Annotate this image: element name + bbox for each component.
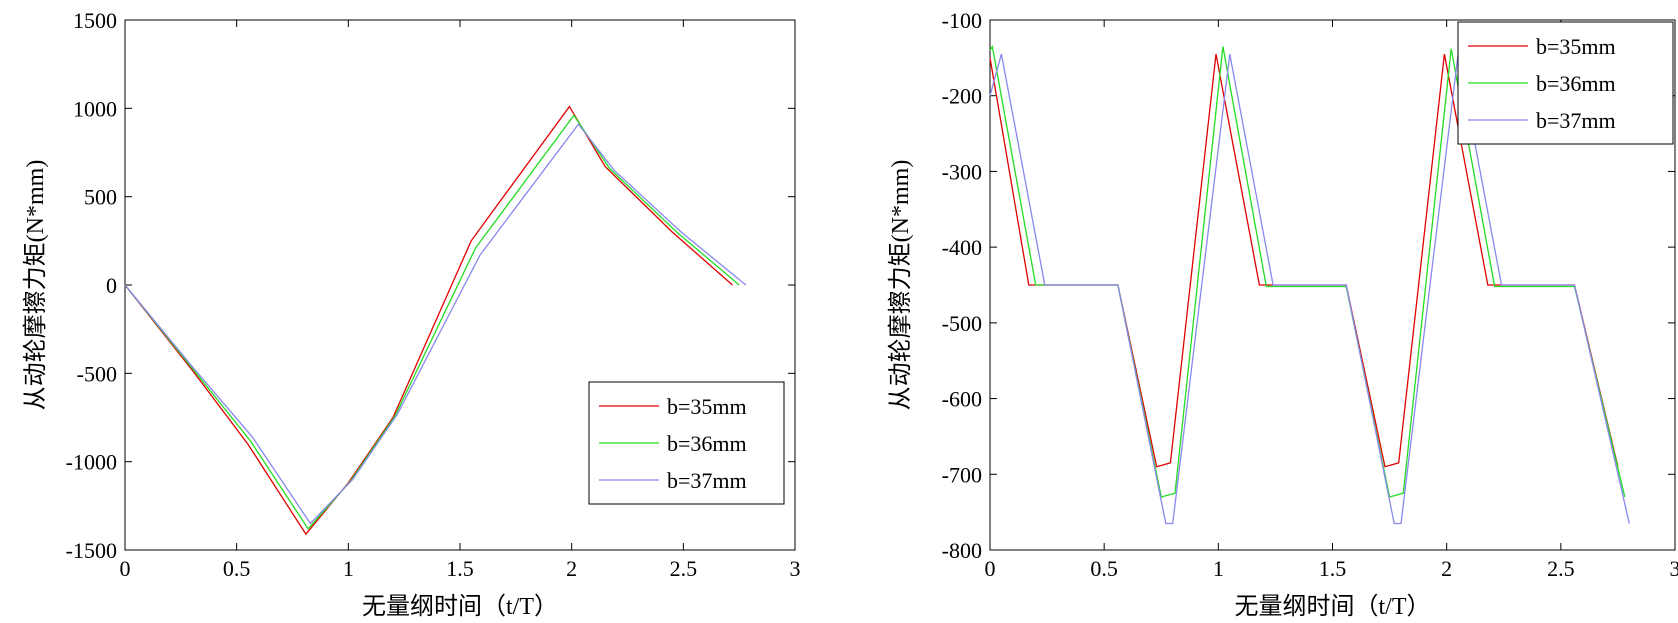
x-tick-label: 1.5	[446, 556, 474, 581]
y-tick-label: -700	[942, 462, 982, 487]
series-line-b=37mm	[989, 53, 1630, 525]
legend-label: b=37mm	[1536, 108, 1616, 133]
y-tick-label: 0	[106, 273, 117, 298]
y-tick-label: -200	[942, 84, 982, 109]
x-tick-label: 1	[343, 556, 354, 581]
y-tick-label: -400	[942, 235, 982, 260]
legend-label: b=35mm	[667, 394, 747, 419]
legend: b=35mm b=36mm b=37mm	[1457, 21, 1674, 145]
x-tick-label: 2.5	[670, 556, 698, 581]
legend-label: b=37mm	[667, 468, 747, 493]
y-tick-label: 500	[84, 185, 117, 210]
x-tick-label: 1.5	[1319, 556, 1347, 581]
y-tick-label: -500	[942, 311, 982, 336]
legend-label: b=35mm	[1536, 34, 1616, 59]
y-tick-label: -300	[942, 159, 982, 184]
y-tick-label: -1500	[66, 538, 117, 563]
x-tick-label: 0	[120, 556, 131, 581]
chart-2: 0 0.5 1 1.5 2 2.5 3 -800 -700 -600 -500 -400 -300 -20…	[887, 8, 1678, 620]
chart-1: 0 0.5 1 1.5 2 2.5 3 -1500 -1000 -500 0 500 1000 1500 无…	[22, 8, 801, 620]
y-tick-label: 1000	[73, 96, 117, 121]
y-tick-label: -1000	[66, 450, 117, 475]
legend-label: b=36mm	[1536, 71, 1616, 96]
series-line-b=36mm	[124, 114, 740, 530]
x-tick-label: 0	[985, 556, 996, 581]
legend: b=35mm b=36mm b=37mm	[588, 381, 785, 505]
y-tick-label: 1500	[73, 8, 117, 33]
x-axis-label: 无量纲时间（t/T）	[362, 593, 558, 620]
y-axis-label: 从动轮摩擦力矩(N*mm)	[22, 160, 49, 411]
x-tick-label: 3	[1670, 556, 1678, 581]
x-tick-label: 3	[790, 556, 801, 581]
y-axis-label: 从动轮摩擦力矩(N*mm)	[887, 160, 914, 411]
x-tick-label: 0.5	[223, 556, 251, 581]
x-tick-label: 2	[1441, 556, 1452, 581]
y-tick-label: -800	[942, 538, 982, 563]
x-tick-label: 1	[1213, 556, 1224, 581]
series-line-b=35mm	[124, 105, 733, 536]
y-tick-label: -600	[942, 387, 982, 412]
series-line-b=37mm	[124, 123, 747, 525]
x-tick-label: 2.5	[1547, 556, 1575, 581]
x-tick-label: 2	[566, 556, 577, 581]
legend-label: b=36mm	[667, 431, 747, 456]
y-tick-label: -500	[77, 361, 117, 386]
x-tick-label: 0.5	[1090, 556, 1118, 581]
x-axis-label: 无量纲时间（t/T）	[1235, 593, 1431, 620]
y-tick-label: -100	[942, 8, 982, 33]
